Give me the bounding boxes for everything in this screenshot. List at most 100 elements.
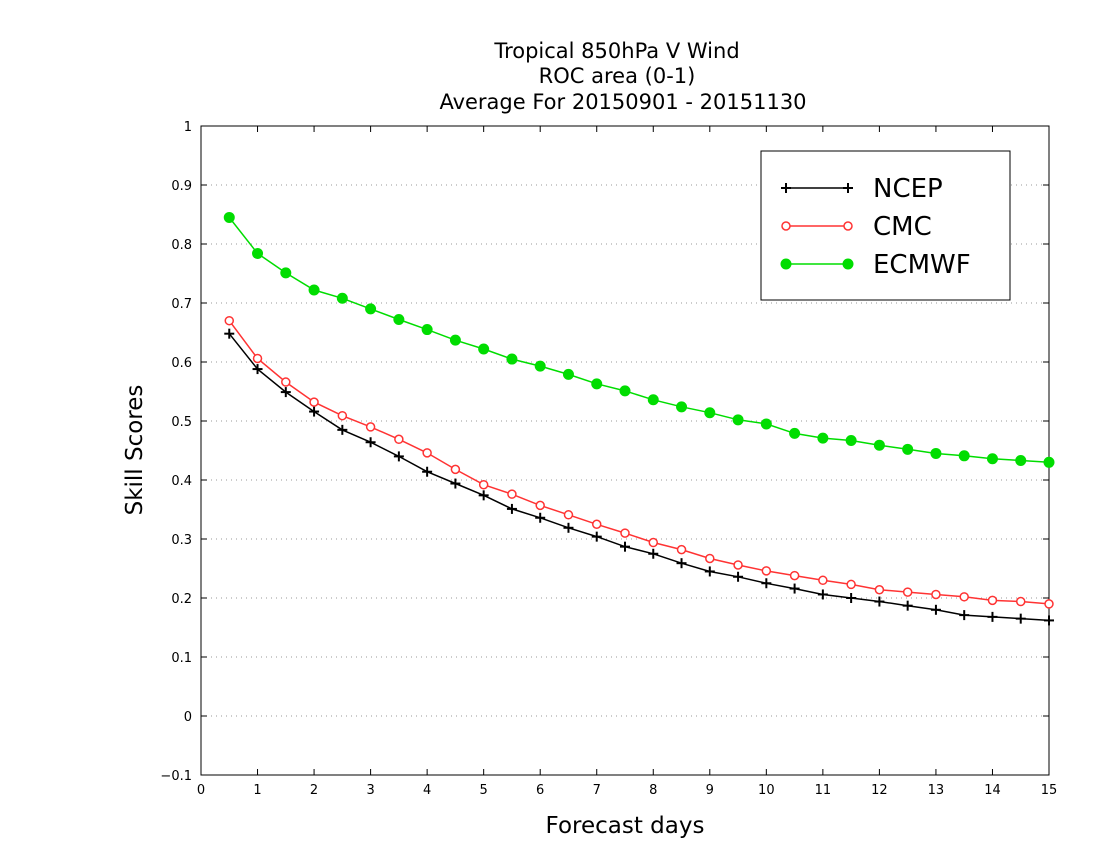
series-ecmwf-point [365, 303, 377, 315]
series-ncep-point [846, 593, 857, 603]
series-cmc-point [535, 500, 545, 511]
y-tick-label: 0.6 [171, 356, 192, 371]
series-ncep-point [280, 387, 291, 398]
series-ecmwf-point [393, 314, 405, 326]
series-ecmwf-point [562, 368, 574, 380]
x-tick-label: 2 [310, 783, 318, 798]
legend-marker-ecmwf [842, 258, 854, 270]
series-ncep-point [563, 522, 574, 533]
series-cmc-line [228, 320, 1050, 605]
y-tick-label: 0.5 [171, 415, 192, 430]
series-ecmwf-point [252, 247, 264, 259]
legend-label-cmc: CMC [873, 212, 932, 242]
legend-marker-cmc [843, 221, 853, 231]
x-tick-label: 6 [536, 783, 544, 798]
x-tick-label: 0 [197, 783, 205, 798]
series-cmc-point [846, 579, 856, 590]
series-ecmwf-point [647, 394, 659, 406]
series-cmc-point [337, 410, 348, 421]
y-tick-label: 0.2 [171, 592, 192, 607]
series-ecmwf-point [280, 267, 292, 279]
x-tick-label: 3 [366, 783, 374, 798]
series-ncep-point [930, 604, 941, 615]
series-cmc-point [450, 464, 461, 475]
series-ecmwf-point [902, 443, 914, 455]
series-ncep-point [817, 589, 828, 600]
series-ncep-point [676, 558, 687, 569]
series-ecmwf [223, 211, 1055, 468]
series-ecmwf-point [336, 292, 348, 304]
series-ncep-point [1044, 615, 1054, 626]
series-cmc-point [1015, 596, 1026, 607]
series-ecmwf-point [930, 447, 942, 459]
series-ncep-point [704, 566, 715, 577]
series-ecmwf-point [873, 439, 885, 451]
series-cmc-point [676, 544, 687, 555]
y-tick-label: 0.9 [171, 179, 192, 194]
series-ncep-point [959, 610, 970, 621]
y-tick-label: −0.1 [160, 769, 192, 784]
series-ecmwf-point [760, 418, 772, 430]
series-cmc-point [902, 587, 913, 597]
series-ecmwf-point [449, 334, 461, 346]
series-ncep-point [450, 478, 461, 489]
series-ncep-point [648, 548, 659, 559]
series-cmc-point [959, 592, 969, 602]
y-tick-label: 0.7 [171, 297, 192, 312]
x-tick-label: 4 [423, 783, 431, 798]
y-tick-label: 0.3 [171, 533, 192, 548]
legend-item-ncep: NCEP [781, 174, 943, 204]
series-ncep-point [506, 503, 517, 514]
series-ecmwf-point [732, 414, 744, 426]
series-cmc-point [281, 377, 291, 387]
legend-marker-cmc [781, 221, 791, 231]
series-ecmwf-point [478, 343, 490, 355]
x-tick-label: 10 [758, 783, 775, 798]
series-cmc [224, 315, 1054, 609]
series-ncep-point [478, 490, 489, 501]
x-tick-label: 13 [928, 783, 945, 798]
series-ecmwf-point [421, 324, 433, 336]
series-ncep-point [337, 424, 348, 435]
series-cmc-point [507, 489, 517, 499]
x-tick-label: 7 [593, 783, 601, 798]
series-cmc-point [733, 560, 743, 570]
series-ecmwf-point [534, 360, 546, 372]
series-group [223, 211, 1055, 626]
series-cmc-point [705, 553, 715, 564]
series-cmc-point [309, 397, 319, 407]
chart-title-line-1: Tropical 850hPa V Wind [493, 39, 739, 63]
series-ecmwf-point [1015, 455, 1027, 467]
series-ecmwf-point [817, 432, 829, 444]
series-cmc-point [365, 422, 376, 432]
series-ncep-point [224, 328, 235, 339]
series-ncep-point [733, 571, 744, 582]
series-ecmwf-point [789, 427, 801, 439]
series-ncep-point [393, 451, 404, 462]
series-ncep-point [620, 541, 630, 552]
series-cmc-point [224, 315, 235, 326]
series-cmc-point [422, 448, 432, 458]
axis-ticks: −0.100.10.20.30.40.50.60.70.80.910 1 2 3 4 5 6… [160, 120, 1057, 798]
legend-item-ecmwf: ECMWF [780, 250, 971, 280]
series-cmc-point [478, 479, 489, 490]
legend: NCEP CMC ECMWF [760, 150, 1011, 301]
series-cmc-point [620, 528, 630, 538]
series-cmc-point [648, 537, 659, 548]
series-ncep-line [228, 333, 1050, 622]
series-cmc-point [874, 584, 885, 595]
y-tick-label: 0 [184, 710, 192, 725]
series-ncep-point [591, 531, 602, 542]
y-tick-label: 0.4 [171, 474, 192, 489]
series-ncep-point [789, 583, 800, 594]
series-ncep-point [422, 466, 433, 477]
series-ecmwf-point [308, 284, 320, 296]
series-ecmwf-point [223, 211, 235, 223]
series-ncep-point [902, 600, 913, 611]
y-tick-label: 1 [184, 120, 192, 135]
series-ncep-point [365, 437, 376, 448]
series-cmc-point [394, 434, 404, 445]
series-ncep-point [309, 406, 320, 417]
series-ecmwf-point [704, 407, 716, 419]
